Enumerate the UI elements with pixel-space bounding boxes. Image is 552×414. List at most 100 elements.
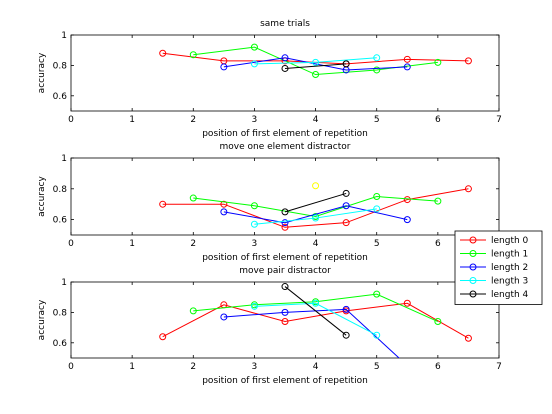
y-tick-label: 0.8 bbox=[53, 61, 68, 71]
x-tick-label: 6 bbox=[435, 362, 441, 372]
legend-marker bbox=[469, 236, 477, 244]
data-point bbox=[342, 60, 350, 68]
data-point bbox=[220, 63, 228, 71]
series-line bbox=[223, 57, 408, 71]
data-point bbox=[159, 200, 167, 208]
y-tick-label: 0.6 bbox=[53, 339, 68, 349]
series-length-0 bbox=[159, 185, 472, 231]
data-point bbox=[373, 205, 381, 213]
legend-entry: length 2 bbox=[460, 263, 528, 273]
x-tick-label: 6 bbox=[435, 115, 441, 125]
data-point bbox=[250, 60, 258, 68]
data-point bbox=[189, 194, 197, 202]
series-line bbox=[284, 192, 347, 213]
y-tick-label: 0.8 bbox=[53, 308, 68, 318]
data-point bbox=[312, 299, 320, 307]
data-point bbox=[281, 208, 289, 216]
x-tick-label: 5 bbox=[374, 239, 380, 249]
data-point bbox=[434, 58, 442, 66]
legend-label: length 2 bbox=[491, 263, 528, 273]
data-point bbox=[250, 43, 258, 51]
data-point bbox=[312, 58, 320, 66]
series-length-3 bbox=[250, 54, 381, 68]
data-point bbox=[250, 220, 258, 228]
legend-box bbox=[454, 230, 543, 305]
y-tick-label: 0.8 bbox=[53, 185, 68, 195]
y-axis-label: accuracy bbox=[37, 176, 47, 217]
legend-entry: length 1 bbox=[460, 250, 528, 260]
plot-area bbox=[159, 182, 472, 231]
legend-label: length 3 bbox=[491, 277, 528, 287]
y-tick-label: 0.6 bbox=[53, 92, 68, 102]
data-point bbox=[281, 308, 289, 316]
x-tick-label: 1 bbox=[129, 239, 135, 249]
data-point bbox=[312, 182, 320, 190]
x-axis-label: position of first element of repetition bbox=[202, 376, 368, 386]
series-line bbox=[284, 63, 347, 69]
x-tick-label: 7 bbox=[496, 362, 502, 372]
x-tick-label: 4 bbox=[313, 239, 319, 249]
y-tick-label: 1 bbox=[61, 154, 67, 164]
series-length-2 bbox=[220, 202, 411, 227]
legend-entry: length 0 bbox=[460, 236, 529, 246]
x-tick-label: 4 bbox=[313, 115, 319, 125]
subplot-0: 0 1 2 3 4 5 6 7 0.6 0.8 1 same trials position of fi… bbox=[37, 19, 502, 139]
data-point bbox=[403, 299, 411, 307]
data-point bbox=[281, 283, 289, 291]
x-tick-label: 5 bbox=[374, 362, 380, 372]
legend-marker bbox=[469, 250, 477, 257]
legend-label: length 4 bbox=[491, 290, 529, 300]
data-point bbox=[281, 223, 289, 231]
series-line bbox=[193, 293, 439, 322]
legend-entry: length 4 bbox=[460, 290, 529, 300]
legend-marker bbox=[469, 263, 477, 271]
y-tick-label: 0.6 bbox=[53, 216, 68, 226]
plot-area bbox=[159, 43, 472, 79]
x-tick-label: 6 bbox=[435, 239, 441, 249]
data-point bbox=[189, 51, 197, 59]
plot-area bbox=[159, 283, 472, 369]
x-tick-label: 3 bbox=[252, 362, 258, 372]
series-line bbox=[162, 302, 469, 339]
data-point bbox=[403, 63, 411, 71]
series-line bbox=[284, 286, 347, 336]
legend-entry: length 3 bbox=[460, 277, 528, 287]
data-point bbox=[464, 57, 472, 65]
x-axis-label: position of first element of repetition bbox=[202, 253, 368, 263]
series-length-4 bbox=[281, 189, 350, 216]
x-tick-label: 7 bbox=[496, 115, 502, 125]
data-point bbox=[404, 363, 410, 369]
legend-marker bbox=[469, 277, 477, 284]
legend-label: length 0 bbox=[491, 236, 529, 246]
series-line bbox=[162, 188, 469, 228]
data-point bbox=[464, 334, 472, 342]
data-point bbox=[373, 66, 381, 74]
series-line bbox=[254, 302, 377, 336]
data-point bbox=[342, 305, 350, 313]
axes-frame bbox=[70, 281, 500, 359]
data-point bbox=[281, 54, 289, 62]
y-tick-label: 1 bbox=[61, 31, 67, 41]
data-point bbox=[434, 318, 442, 326]
x-tick-label: 2 bbox=[190, 115, 196, 125]
x-tick-label: 2 bbox=[190, 362, 196, 372]
x-tick-label: 0 bbox=[68, 239, 74, 249]
data-point bbox=[220, 208, 228, 216]
data-point bbox=[281, 64, 289, 72]
series-line bbox=[223, 205, 408, 224]
data-point bbox=[312, 214, 320, 222]
x-tick-label: 1 bbox=[129, 115, 135, 125]
series-length-4 bbox=[281, 60, 350, 72]
data-point bbox=[373, 54, 381, 62]
data-point bbox=[464, 185, 472, 193]
series-length-2 bbox=[220, 54, 411, 74]
series-length-3 bbox=[250, 299, 381, 339]
data-point bbox=[342, 219, 350, 227]
data-point bbox=[281, 318, 289, 326]
data-point bbox=[403, 216, 411, 224]
y-axis-label: accuracy bbox=[37, 299, 47, 340]
chart-title: same trials bbox=[260, 19, 310, 29]
x-tick-label: 2 bbox=[190, 239, 196, 249]
chart-title: move pair distractor bbox=[239, 266, 331, 276]
